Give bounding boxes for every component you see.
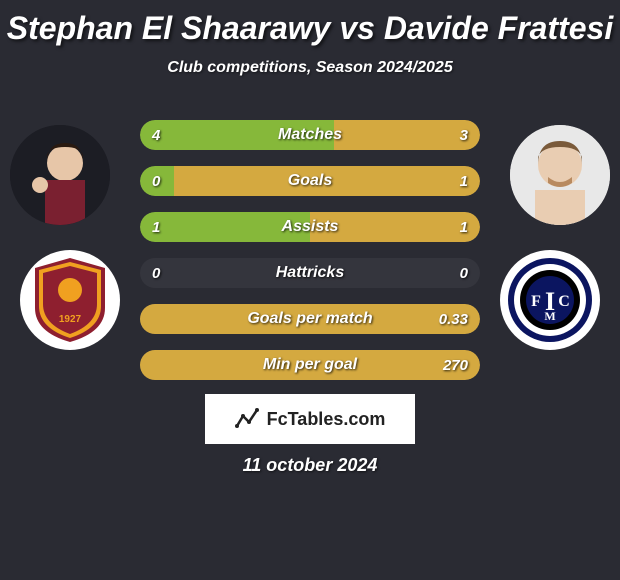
stat-row: Min per goal270 — [140, 350, 480, 380]
source-logo-text: FcTables.com — [267, 409, 386, 430]
stat-value-right: 3 — [460, 120, 468, 150]
svg-text:C: C — [558, 293, 570, 310]
stat-value-right: 0.33 — [439, 304, 468, 334]
stats-container: Matches43Goals01Assists11Hattricks00Goal… — [140, 120, 480, 396]
stat-value-left: 0 — [152, 258, 160, 288]
svg-text:1927: 1927 — [59, 314, 82, 325]
stat-value-right: 1 — [460, 166, 468, 196]
source-logo: FcTables.com — [205, 394, 415, 444]
stat-value-left: 1 — [152, 212, 160, 242]
stat-label: Min per goal — [140, 350, 480, 380]
subtitle: Club competitions, Season 2024/2025 — [0, 59, 620, 77]
chart-icon — [235, 406, 261, 432]
stat-label: Goals per match — [140, 304, 480, 334]
stat-value-right: 1 — [460, 212, 468, 242]
player1-avatar — [10, 125, 110, 225]
stat-label: Hattricks — [140, 258, 480, 288]
player2-club-badge: I F C M — [500, 250, 600, 350]
player2-avatar — [510, 125, 610, 225]
svg-text:F: F — [531, 293, 541, 310]
stat-label: Matches — [140, 120, 480, 150]
svg-text:M: M — [544, 309, 555, 323]
stat-row: Assists1 1 — [140, 212, 480, 242]
stat-label: Assists — [140, 212, 480, 242]
stat-value-left: 0 — [152, 166, 160, 196]
stat-row: Goals0 1 — [140, 166, 480, 196]
date-text: 11 october 2024 — [0, 455, 620, 476]
stat-row: Goals per match0.33 — [140, 304, 480, 334]
stat-row: Hattricks0 0 — [140, 258, 480, 288]
stat-value-right: 0 — [460, 258, 468, 288]
stat-label: Goals — [140, 166, 480, 196]
player1-club-badge: 1927 — [20, 250, 120, 350]
stat-row: Matches4 3 — [140, 120, 480, 150]
page-title: Stephan El Shaarawy vs Davide Frattesi — [0, 0, 620, 47]
stat-value-left: 4 — [152, 120, 160, 150]
stat-value-right: 270 — [443, 350, 468, 380]
